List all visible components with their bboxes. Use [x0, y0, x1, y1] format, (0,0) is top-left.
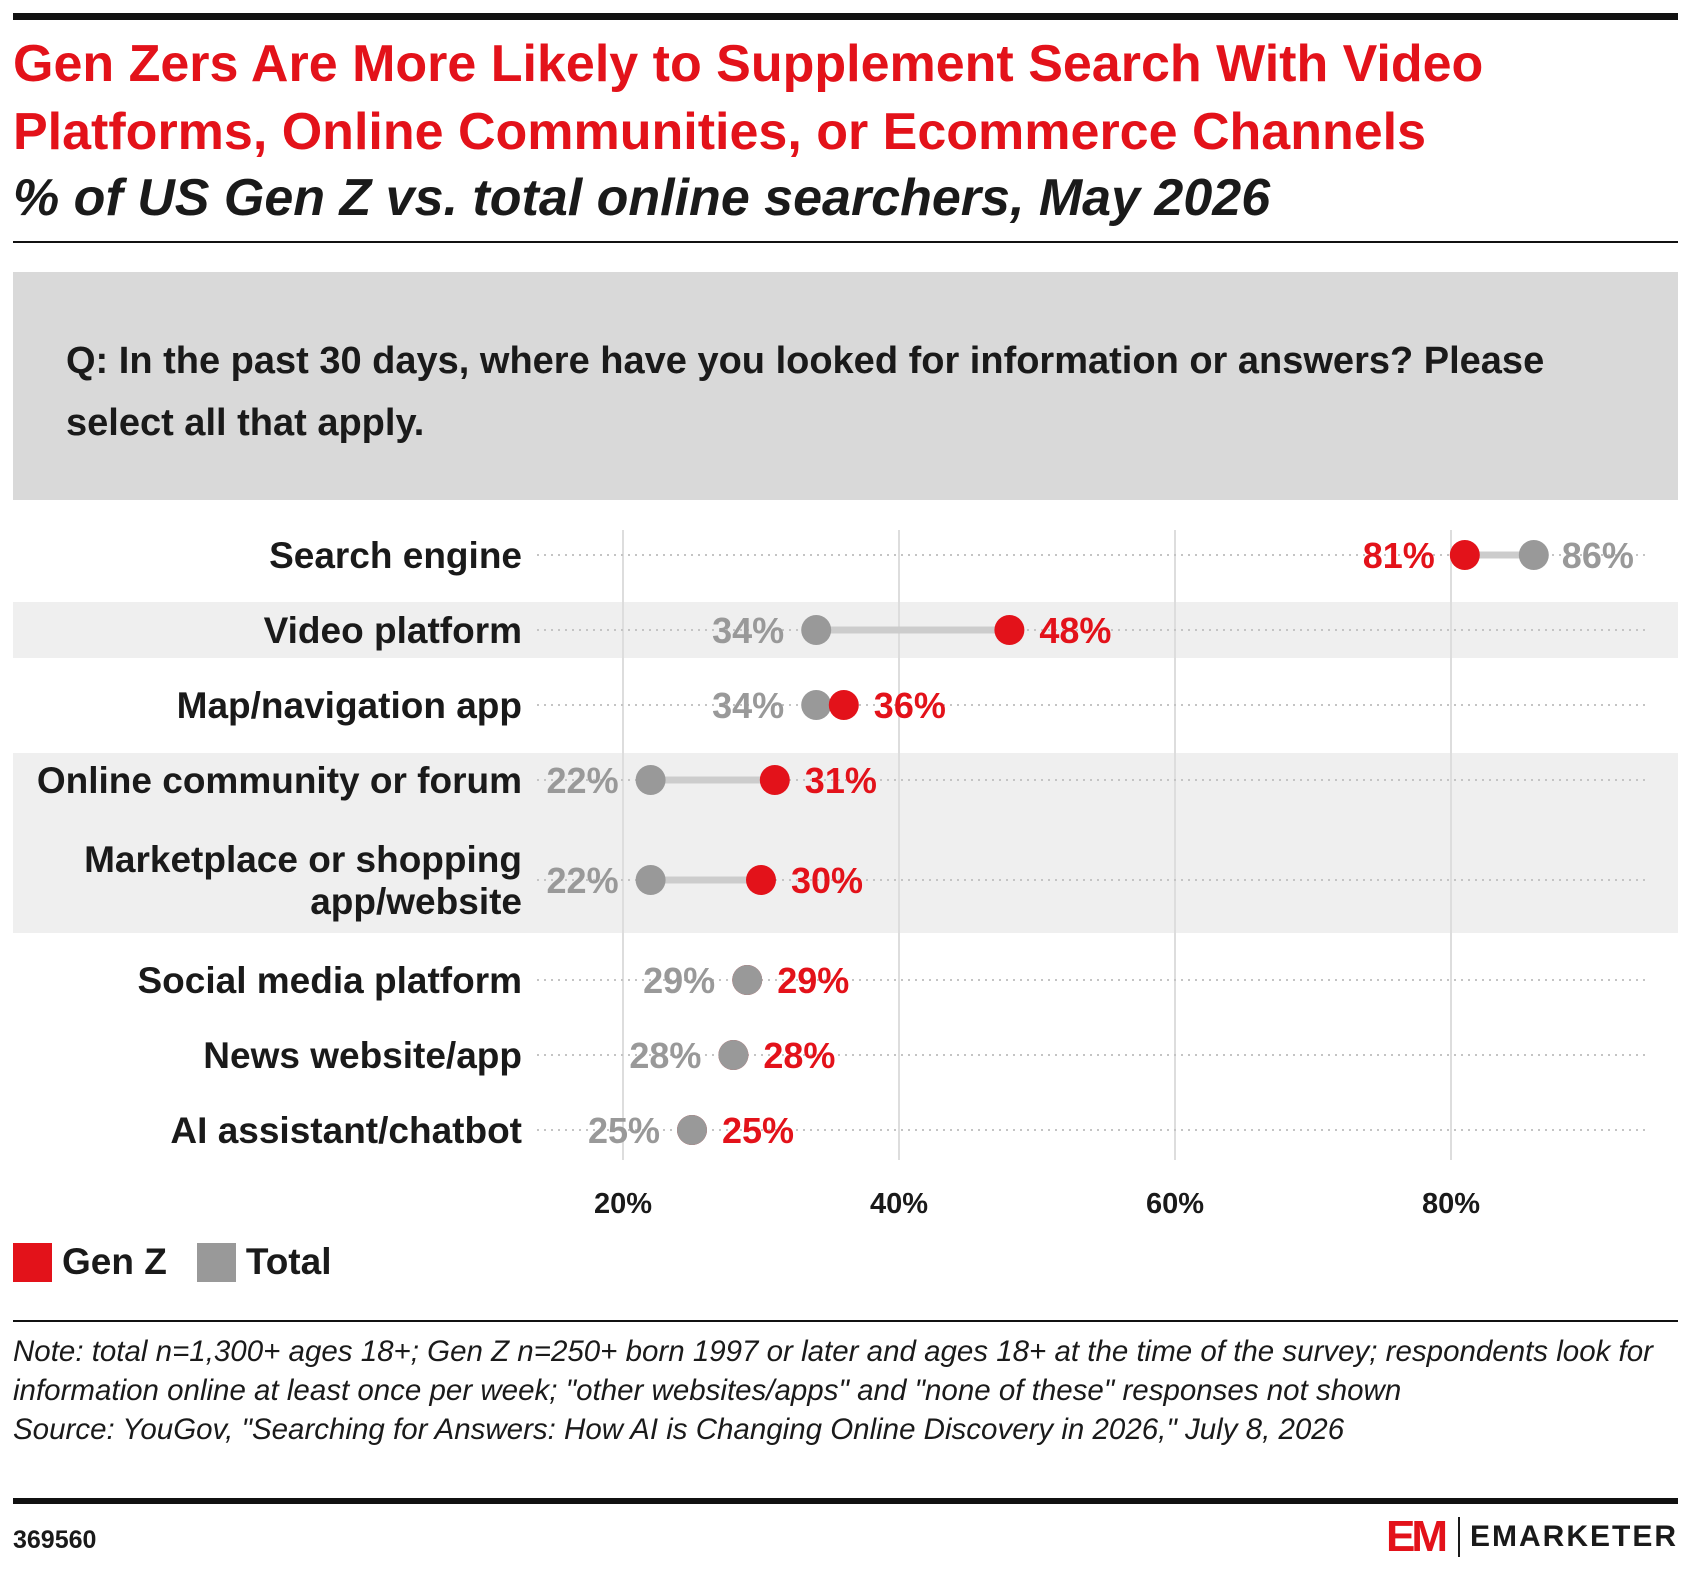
dot-gen-z: [759, 765, 790, 795]
value-label-gen-z: 81%: [1363, 535, 1435, 576]
survey-question: Q: In the past 30 days, where have you l…: [66, 340, 1545, 444]
dot-total: [635, 865, 666, 895]
value-label-gen-z: 36%: [874, 685, 946, 726]
value-label-gen-z: 29%: [777, 960, 849, 1001]
value-label-gen-z: 48%: [1039, 610, 1111, 651]
em-logo-icon: EM: [1385, 1512, 1448, 1561]
category-label: Map/navigation app: [177, 685, 522, 726]
category-label: app/website: [310, 881, 522, 922]
value-label-gen-z: 25%: [722, 1110, 794, 1151]
value-label-gen-z: 31%: [805, 760, 877, 801]
x-tick-label: 60%: [1146, 1188, 1204, 1220]
value-label-total: 22%: [547, 760, 619, 801]
value-label-total: 34%: [712, 610, 784, 651]
category-label: Social media platform: [138, 960, 523, 1001]
legend-label-total: Total: [245, 1241, 332, 1282]
value-label-total: 86%: [1562, 535, 1634, 576]
x-tick-label: 80%: [1422, 1188, 1480, 1220]
note-text: Note: total n=1,300+ ages 18+; Gen Z n=2…: [13, 1335, 1653, 1407]
chart-id: 369560: [13, 1526, 97, 1554]
dot-gen-z: [994, 615, 1025, 645]
top-rule: [13, 13, 1678, 20]
brand-logo: EM EMARKETER: [1386, 1515, 1678, 1559]
value-label-total: 34%: [712, 685, 784, 726]
dot-total: [1518, 540, 1549, 570]
category-label: News website/app: [203, 1035, 522, 1076]
dot-gen-z: [746, 865, 776, 895]
value-label-total: 28%: [629, 1035, 701, 1076]
brand-separator: [1457, 1517, 1460, 1557]
chart-subtitle: % of US Gen Z vs. total online searchers…: [13, 169, 1271, 227]
category-label: Search engine: [269, 535, 522, 576]
chart-title: Gen Zers Are More Likely to Supplement S…: [13, 35, 1484, 161]
legend-item-total: Total: [196, 1241, 332, 1283]
dot-total: [635, 765, 666, 795]
footnote-divider: [13, 1320, 1678, 1322]
x-tick-label: 40%: [870, 1188, 928, 1220]
dot-total: [677, 1115, 707, 1145]
source-text: Source: YouGov, "Searching for Answers: …: [13, 1413, 1345, 1446]
legend-label-gen-z: Gen Z: [62, 1241, 167, 1282]
dot-plot-chart: 20% 40% 60% 80% Search engine 81% 86% Video pla…: [13, 530, 1678, 1220]
legend-swatch-gen-z: [13, 1242, 52, 1282]
value-label-gen-z: 30%: [791, 860, 863, 901]
value-label-gen-z: 28%: [763, 1035, 835, 1076]
row-band-1: [13, 753, 1678, 933]
dot-total: [732, 965, 763, 995]
category-label: AI assistant/chatbot: [170, 1110, 522, 1151]
dot-total: [718, 1040, 749, 1070]
value-label-total: 22%: [547, 860, 619, 901]
title-divider: [13, 241, 1678, 243]
bottom-rule: [13, 1498, 1678, 1504]
brand-name: EMARKETER: [1469, 1520, 1678, 1553]
dot-total: [801, 690, 832, 720]
category-label: Video platform: [264, 610, 522, 651]
legend: Gen Z Total: [13, 1240, 361, 1284]
question-box: Q: In the past 30 days, where have you l…: [13, 272, 1678, 500]
dot-gen-z: [1449, 540, 1480, 570]
dot-gen-z: [828, 690, 859, 720]
legend-item-gen-z: Gen Z: [13, 1241, 167, 1283]
category-label: Online community or forum: [37, 760, 522, 801]
legend-swatch-total: [196, 1242, 236, 1282]
value-label-total: 29%: [643, 960, 715, 1001]
category-label: Marketplace or shopping: [84, 839, 522, 880]
x-tick-label: 20%: [594, 1188, 652, 1220]
footnote: Note: total n=1,300+ ages 18+; Gen Z n=2…: [13, 1332, 1678, 1449]
dot-total: [801, 615, 832, 645]
value-label-total: 25%: [588, 1110, 660, 1151]
